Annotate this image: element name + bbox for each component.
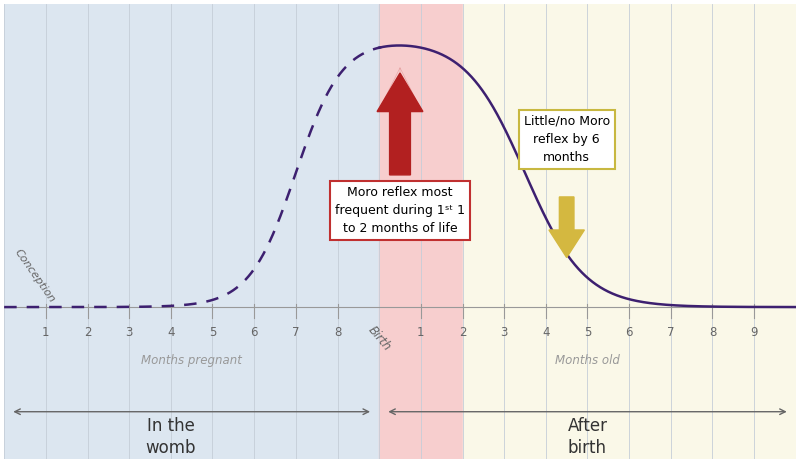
Text: 2: 2: [84, 326, 91, 339]
Bar: [462, 4, 671, 459]
Text: 6: 6: [626, 326, 633, 339]
Text: 9: 9: [750, 326, 758, 339]
Text: 8: 8: [709, 326, 716, 339]
Text: 3: 3: [501, 326, 508, 339]
Text: Conception: Conception: [13, 247, 57, 304]
Text: 7: 7: [292, 326, 299, 339]
Text: 5: 5: [584, 326, 591, 339]
Bar: [671, 4, 796, 459]
Text: After
birth: After birth: [567, 417, 607, 457]
Text: 8: 8: [334, 326, 341, 339]
Text: Little/no Moro
reflex by 6
months: Little/no Moro reflex by 6 months: [524, 115, 610, 164]
FancyArrow shape: [377, 73, 423, 175]
FancyArrow shape: [549, 197, 584, 258]
Text: 2: 2: [458, 326, 466, 339]
Text: 7: 7: [667, 326, 674, 339]
Bar: [4, 4, 379, 459]
Text: 1: 1: [417, 326, 425, 339]
Text: 3: 3: [126, 326, 133, 339]
Text: Months pregnant: Months pregnant: [142, 354, 242, 367]
Text: Moro reflex most
frequent during 1ˢᵗ 1
to 2 months of life: Moro reflex most frequent during 1ˢᵗ 1 t…: [335, 186, 465, 235]
Text: 4: 4: [167, 326, 174, 339]
Bar: [379, 4, 462, 459]
Text: Months old: Months old: [555, 354, 620, 367]
Text: 6: 6: [250, 326, 258, 339]
Text: 1: 1: [42, 326, 50, 339]
Text: Birth: Birth: [365, 324, 394, 353]
Text: In the
womb: In the womb: [146, 417, 196, 457]
Text: 4: 4: [542, 326, 550, 339]
Text: 5: 5: [209, 326, 216, 339]
